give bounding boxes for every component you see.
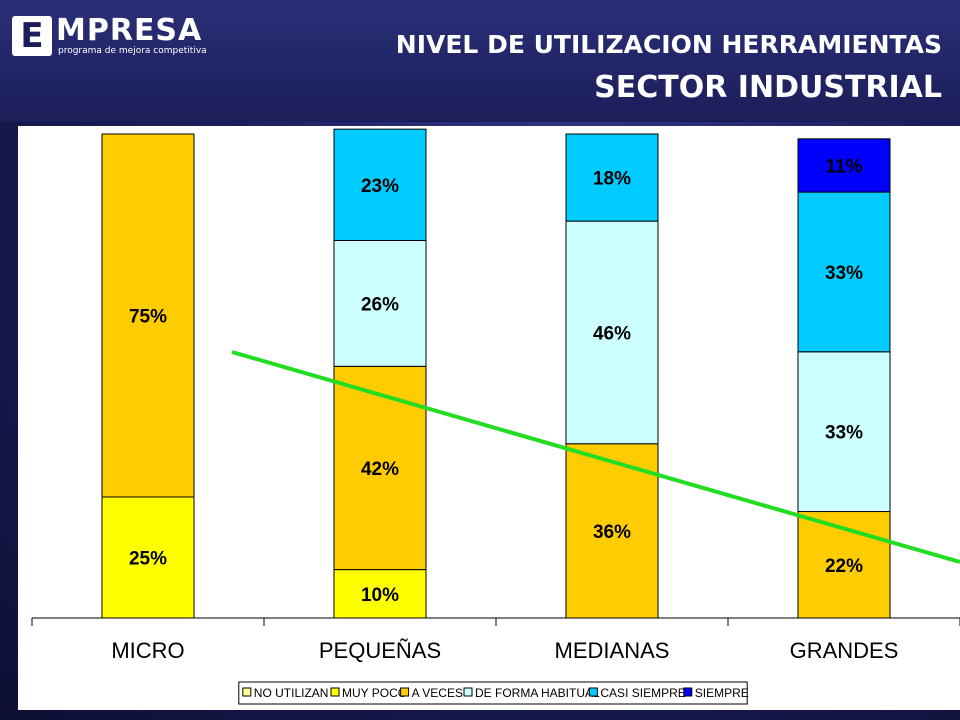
bar-segment <box>101 133 195 498</box>
bar-segment <box>797 351 891 513</box>
bar-segment <box>565 220 659 445</box>
data-label: 33% <box>825 423 863 444</box>
logo-letter: E <box>20 16 44 56</box>
logo-word: MPRESA <box>56 13 203 48</box>
legend-swatch <box>463 687 473 697</box>
legend-swatch <box>242 687 252 697</box>
data-label: 22% <box>825 556 863 577</box>
data-label: 26% <box>361 294 399 315</box>
legend-swatch <box>330 687 340 697</box>
trend-line <box>231 350 960 564</box>
data-label: 36% <box>593 522 631 543</box>
legend-entry: SIEMPRE <box>695 686 749 700</box>
data-label: 33% <box>825 263 863 284</box>
legend-box <box>238 681 748 705</box>
logo-tagline: programa de mejora competitiva <box>58 46 207 56</box>
data-label: 23% <box>361 176 399 197</box>
stacked-bar-chart: 25% 75% MICRO 10% 42% 26% 23% PEQUEÑAS 36% 46% 18%… <box>31 128 960 705</box>
bar-segment <box>333 128 427 241</box>
legend-entry: CASI SIEMPRE <box>600 686 685 700</box>
data-label: 10% <box>361 585 399 606</box>
logo-box: E <box>12 16 52 56</box>
slide-header: E MPRESA programa de mejora competitiva … <box>0 0 960 122</box>
legend-swatch <box>588 687 598 697</box>
data-label: 46% <box>593 323 631 344</box>
bar-segment <box>101 496 195 619</box>
chart-area: 25% 75% MICRO 10% 42% 26% 23% PEQUEÑAS 36% 46% 18%… <box>18 126 960 710</box>
category-label: MEDIANAS <box>555 638 670 663</box>
legend-entry: MUY POCO <box>342 686 407 700</box>
legend-swatch <box>400 687 410 697</box>
legend-entry: DE FORMA HABITUAL <box>475 686 600 700</box>
data-label: 18% <box>593 169 631 190</box>
bar-segment <box>797 138 891 193</box>
category-label: GRANDES <box>790 638 899 663</box>
legend-entry: NO UTILIZAN <box>254 686 329 700</box>
category-label: MICRO <box>111 638 184 663</box>
data-label: 25% <box>129 549 167 570</box>
slide-title: NIVEL DE UTILIZACION HERRAMIENTAS <box>395 30 942 59</box>
category-label: PEQUEÑAS <box>319 638 441 663</box>
bar-segment <box>565 443 659 619</box>
legend-swatch <box>683 687 693 697</box>
bar-segment <box>565 133 659 222</box>
data-label: 42% <box>361 459 399 480</box>
bar-segment <box>797 191 891 353</box>
empresa-logo: E MPRESA programa de mejora competitiva <box>12 14 222 60</box>
data-label: 75% <box>129 307 167 328</box>
data-label: 11% <box>826 156 863 177</box>
legend-entry: A VECES <box>412 686 463 700</box>
slide-subtitle: SECTOR INDUSTRIAL <box>594 70 942 105</box>
